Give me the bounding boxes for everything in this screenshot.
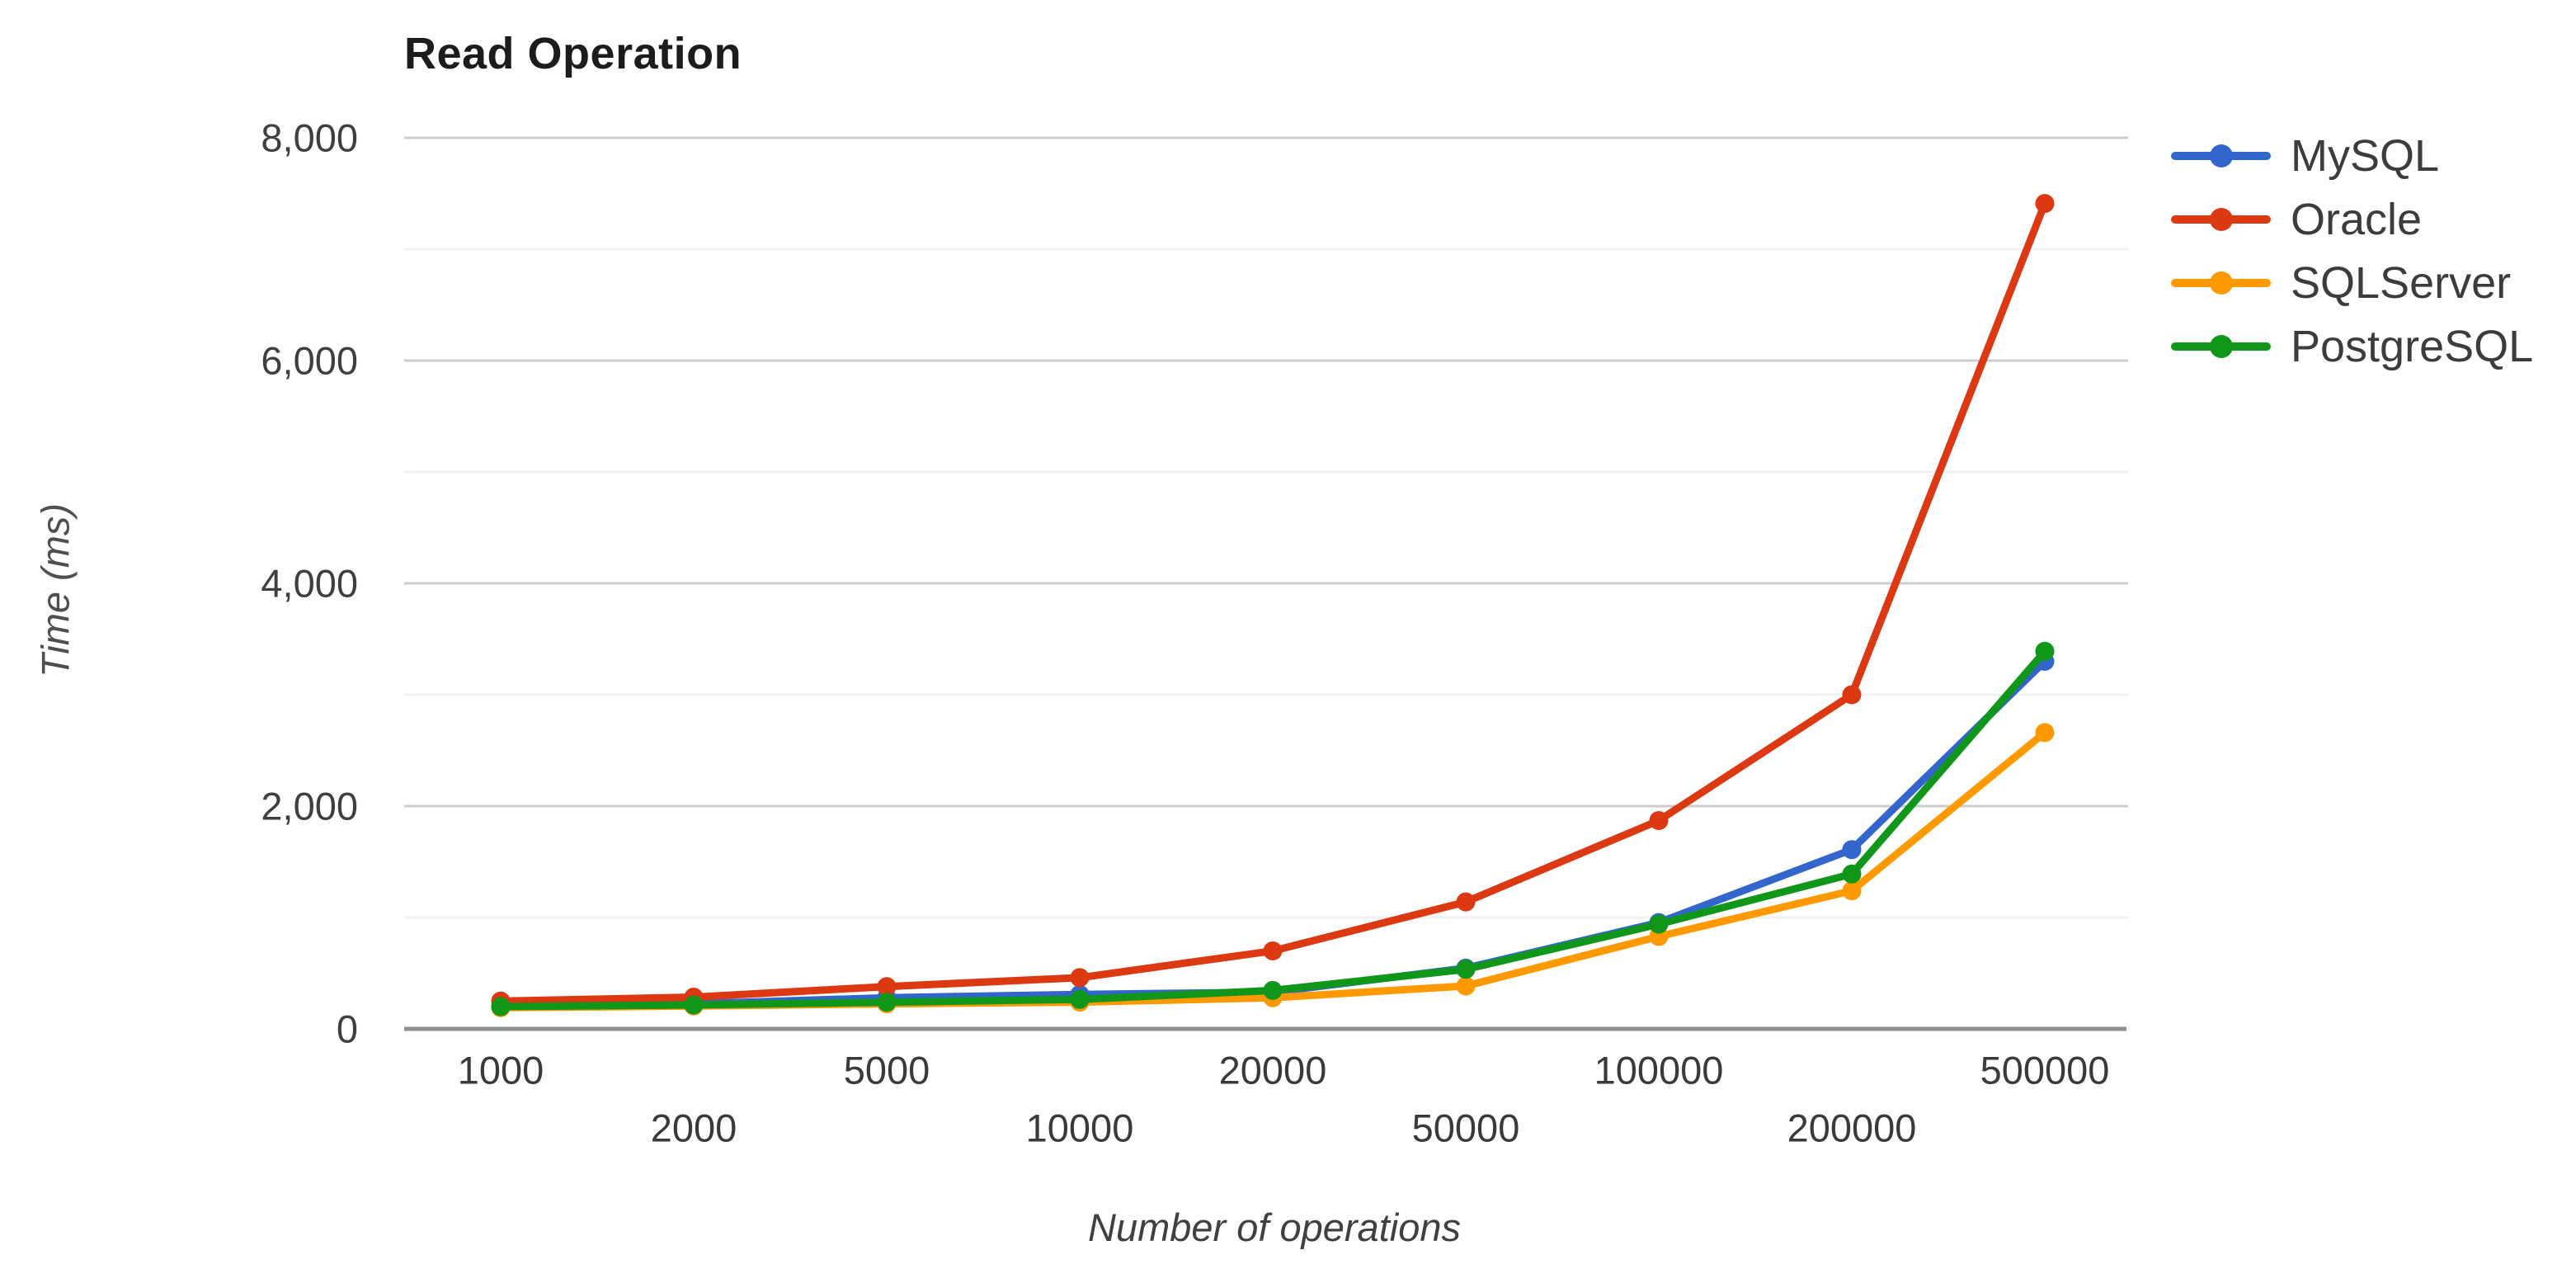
data-point-postgresql-2000[interactable]	[684, 995, 704, 1015]
data-point-mysql-200000[interactable]	[1842, 840, 1862, 860]
data-point-oracle-10000[interactable]	[1070, 968, 1090, 988]
legend-label: PostgreSQL	[2291, 321, 2534, 371]
legend-line-icon	[2171, 271, 2271, 295]
data-point-postgresql-20000[interactable]	[1263, 980, 1283, 1000]
x-tick-label-200000: 200000	[1787, 1106, 1917, 1150]
data-point-oracle-200000[interactable]	[1842, 685, 1862, 705]
legend-line-icon	[2171, 334, 2271, 358]
legend-dot-icon	[2209, 144, 2233, 167]
x-tick-label-50000: 50000	[1411, 1106, 1520, 1150]
data-point-postgresql-5000[interactable]	[877, 993, 897, 1012]
x-tick-label-5000: 5000	[843, 1048, 930, 1092]
legend-item-postgresql[interactable]: PostgreSQL	[2171, 314, 2533, 378]
data-point-postgresql-100000[interactable]	[1649, 914, 1669, 934]
y-tick-label-8000: 8,000	[261, 116, 358, 160]
data-point-postgresql-1000[interactable]	[491, 997, 511, 1017]
legend-item-mysql[interactable]: MySQL	[2171, 124, 2533, 187]
data-point-sqlserver-50000[interactable]	[1456, 976, 1476, 996]
legend-label: MySQL	[2291, 130, 2440, 181]
legend-line-icon	[2171, 144, 2271, 167]
legend-label: SQLServer	[2291, 257, 2512, 308]
data-point-postgresql-50000[interactable]	[1456, 960, 1476, 979]
data-point-oracle-50000[interactable]	[1456, 892, 1476, 912]
x-tick-label-100000: 100000	[1594, 1048, 1724, 1092]
x-axis-title: Number of operations	[1088, 1205, 1461, 1249]
y-tick-label-6000: 6,000	[261, 338, 358, 383]
data-point-postgresql-500000[interactable]	[2035, 641, 2055, 661]
data-point-oracle-20000[interactable]	[1263, 941, 1283, 960]
x-tick-label-20000: 20000	[1218, 1048, 1327, 1092]
x-tick-label-1000: 1000	[457, 1048, 544, 1092]
legend-item-oracle[interactable]: Oracle	[2171, 187, 2533, 251]
chart-title: Read Operation	[404, 29, 742, 78]
data-point-oracle-5000[interactable]	[877, 977, 897, 997]
legend-dot-icon	[2209, 207, 2233, 231]
data-point-sqlserver-200000[interactable]	[1842, 881, 1862, 901]
x-tick-label-2000: 2000	[650, 1106, 737, 1150]
data-point-oracle-100000[interactable]	[1649, 811, 1669, 830]
y-tick-label-4000: 4,000	[261, 561, 358, 606]
x-tick-label-10000: 10000	[1025, 1106, 1134, 1150]
legend-line-icon	[2171, 207, 2271, 231]
x-tick-label-500000: 500000	[1980, 1048, 2110, 1092]
legend-dot-icon	[2209, 334, 2233, 358]
legend-dot-icon	[2209, 271, 2233, 295]
y-tick-label-0: 0	[336, 1007, 358, 1051]
data-point-postgresql-200000[interactable]	[1842, 864, 1862, 884]
series-line-sqlserver	[497, 729, 2049, 1012]
data-point-postgresql-10000[interactable]	[1070, 989, 1090, 1009]
data-point-oracle-500000[interactable]	[2035, 194, 2055, 214]
legend-label: Oracle	[2291, 194, 2423, 244]
chart-legend: MySQL Oracle SQLServer PostgreSQL	[2171, 124, 2533, 378]
y-tick-label-2000: 2,000	[261, 784, 358, 828]
data-point-sqlserver-500000[interactable]	[2035, 723, 2055, 743]
legend-item-sqlserver[interactable]: SQLServer	[2171, 251, 2533, 314]
